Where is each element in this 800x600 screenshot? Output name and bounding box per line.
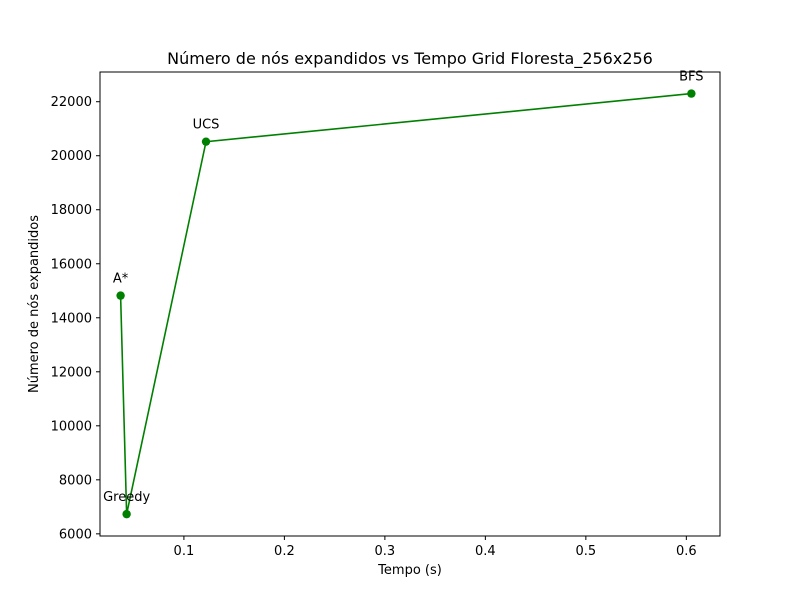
x-tick-label: 0.4 [475, 544, 496, 559]
point-label: Greedy [103, 490, 150, 505]
y-tick-label: 12000 [51, 365, 92, 380]
data-point [687, 89, 696, 98]
y-tick-label: 6000 [59, 527, 92, 542]
y-tick-label: 22000 [51, 95, 92, 110]
y-tick-label: 10000 [51, 419, 92, 434]
data-point [116, 291, 125, 300]
y-axis: 6000 8000 10000 12000 14000 16000 18000 20000 22… [51, 95, 100, 542]
x-tick-label: 0.6 [676, 544, 697, 559]
x-tick-label: 0.3 [375, 544, 396, 559]
x-tick-label: 0.2 [274, 544, 295, 559]
series-layer: A* Greedy UCS BFS [103, 70, 704, 519]
y-tick-label: 20000 [51, 149, 92, 164]
chart-title: Número de nós expandidos vs Tempo Grid F… [167, 49, 653, 69]
data-point [122, 509, 131, 519]
y-tick-label: 18000 [51, 203, 92, 218]
y-axis-label: Número de nós expandidos [27, 215, 42, 393]
x-axis-label: Tempo (s) [377, 563, 442, 578]
y-tick-label: 14000 [51, 311, 92, 326]
y-tick-label: 16000 [51, 257, 92, 272]
plot-area [99, 71, 721, 537]
series-line [119, 92, 692, 515]
x-axis: 0.1 0.2 0.3 0.4 0.5 0.6 [174, 536, 697, 559]
data-point [201, 137, 211, 146]
x-tick-label: 0.1 [174, 544, 195, 559]
y-tick-label: 8000 [59, 473, 92, 488]
point-label: UCS [193, 118, 220, 133]
x-tick-label: 0.5 [576, 544, 597, 559]
point-label: BFS [679, 70, 703, 85]
point-label: A* [113, 272, 129, 287]
